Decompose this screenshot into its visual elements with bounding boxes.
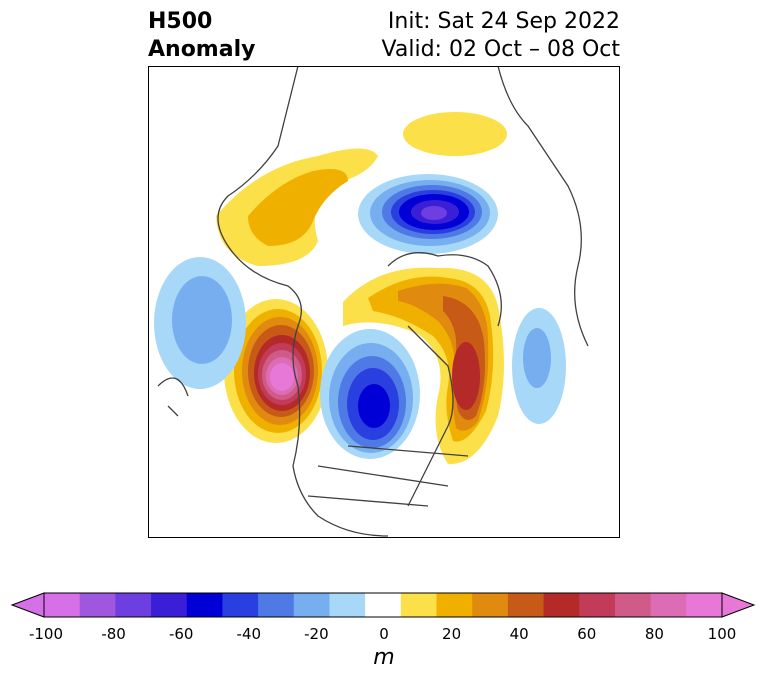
colorbar-tick-label: -80: [101, 625, 126, 643]
colorbar: [10, 592, 756, 618]
colorbar-tick-label: 20: [442, 625, 462, 643]
title-line-2: Anomaly: [148, 37, 256, 62]
init-date: Init: Sat 24 Sep 2022: [387, 9, 620, 34]
colorbar-unit-label: m: [373, 645, 395, 670]
colorbar-tick-label: -60: [168, 625, 194, 643]
colorbar-cell: [400, 593, 438, 617]
negative-anomaly-atlantic: [512, 308, 566, 424]
colorbar-cell: [293, 593, 330, 617]
colorbar-cell: [44, 593, 81, 617]
colorbar-cell: [436, 593, 473, 617]
negative-anomaly-siberia: [358, 174, 498, 254]
colorbar-cell: [186, 593, 223, 617]
colorbar-cell: [650, 593, 687, 617]
colorbar-cell: [79, 593, 116, 617]
colorbar-cells: [44, 593, 723, 617]
coastlines: [157, 66, 589, 537]
colorbar-cell: [151, 593, 188, 617]
positive-anomaly-eurasia: [216, 112, 507, 266]
colorbar-cell: [365, 593, 402, 617]
positive-anomaly-west-coast: [224, 299, 328, 443]
colorbar-low-extension: [10, 592, 45, 618]
colorbar-tick-label: 40: [509, 625, 529, 643]
colorbar-tick-label: -20: [304, 625, 329, 643]
colorbar-cell: [329, 593, 366, 617]
colorbar-cell: [507, 593, 545, 617]
colorbar-tick-label: 60: [577, 625, 597, 643]
colorbar-tick-label: 80: [644, 625, 664, 643]
colorbar-tick-label: -40: [236, 625, 262, 643]
colorbar-high-extension: [721, 592, 756, 618]
colorbar-cell: [543, 593, 580, 617]
title-line-1: H500: [148, 9, 213, 34]
date-info: Init: Sat 24 Sep 2022 Valid: 02 Oct – 08…: [382, 8, 620, 64]
valid-range: Valid: 02 Oct – 08 Oct: [381, 37, 620, 62]
map-frame: [148, 66, 620, 538]
map-title: H500 Anomaly: [148, 8, 255, 64]
colorbar-cell: [579, 593, 616, 617]
colorbar-cell: [614, 593, 652, 617]
colorbar-cell: [258, 593, 295, 617]
negative-anomaly-pacific: [154, 257, 246, 389]
colorbar-cell: [686, 593, 723, 617]
anomaly-map: [148, 66, 620, 538]
colorbar-tick-label: -100: [28, 625, 64, 643]
colorbar-cell: [222, 593, 259, 617]
colorbar-tick-label: 100: [707, 625, 737, 643]
positive-anomaly-greenland: [343, 267, 504, 465]
colorbar-tick-label: 0: [379, 625, 389, 643]
negative-anomaly-north-america: [320, 329, 420, 459]
colorbar-cell: [115, 593, 152, 617]
colorbar-cell: [472, 593, 509, 617]
